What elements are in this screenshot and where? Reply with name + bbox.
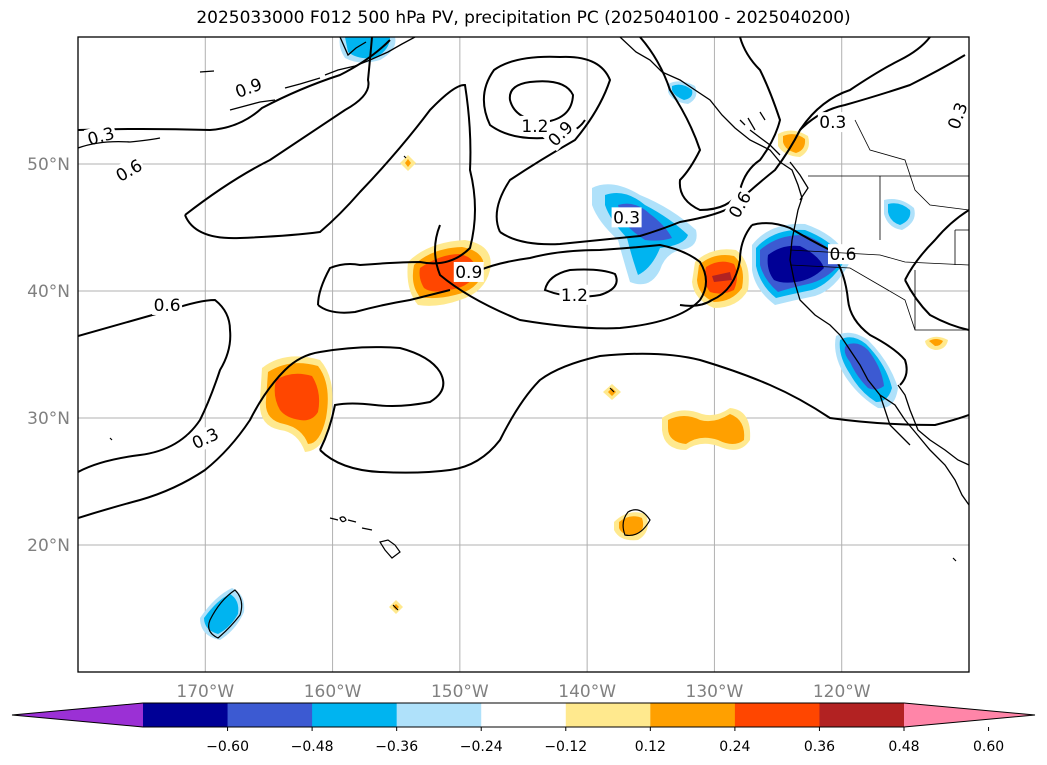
colorbar-extend-high — [904, 703, 1035, 727]
map-title: 2025033000 F012 500 hPa PV, precipitatio… — [196, 8, 851, 28]
state-borders — [789, 119, 969, 331]
colorbar-segment — [227, 703, 313, 727]
colorbar-tick-label: 0.12 — [635, 739, 666, 755]
axis-tick-labels: 170°W 160°W 150°W 140°W 130°W 120°W 20°N 30°N 40… — [27, 155, 871, 702]
colorbar-segment — [819, 703, 905, 727]
colorbar-tick-label: −0.60 — [206, 739, 249, 755]
colorbar-segment — [396, 703, 482, 727]
colorbar-tick-label: 0.48 — [888, 739, 919, 755]
colorbar-segment — [143, 703, 229, 727]
colorbar-tick-label: −0.36 — [375, 739, 418, 755]
colorbar-tick-label: −0.24 — [460, 739, 503, 755]
contour-label-background — [110, 154, 147, 187]
islands — [109, 155, 957, 639]
contour-label: 0.3 — [86, 124, 117, 150]
contour-labels: 0.30.60.91.20.90.3 0.60.3 0.30.60.91.20.60… — [83, 73, 973, 454]
contour-label-background — [559, 284, 590, 305]
contour-label: 0.6 — [725, 188, 756, 221]
contour-label: 0.6 — [154, 296, 181, 316]
contour-label-background — [152, 294, 183, 315]
latitude-tick-label: 20°N — [27, 536, 70, 556]
colorbar-tick-label: −0.48 — [291, 739, 334, 755]
colorbar-tick-label: 0.24 — [719, 739, 750, 755]
colorbar-tick-label: −0.12 — [544, 739, 587, 755]
colorbar-tick-label: 0.60 — [973, 739, 1004, 755]
map-gridlines — [78, 37, 969, 672]
contour-label-background — [611, 207, 642, 228]
contour-label: 0.6 — [829, 245, 856, 265]
contour-label-background — [453, 261, 484, 282]
longitude-tick-label: 150°W — [431, 682, 489, 702]
colorbar-extend-low — [12, 703, 143, 727]
colorbar-outline — [11, 702, 1036, 728]
colorbar-segment — [565, 703, 651, 727]
longitude-tick-label: 170°W — [176, 682, 234, 702]
contour-label: 1.2 — [561, 286, 588, 306]
colorbar-segment — [650, 703, 736, 727]
longitude-tick-label: 160°W — [304, 682, 362, 702]
colorbar-segment — [312, 703, 398, 727]
contour-label: 1.2 — [521, 117, 548, 137]
colorbar-tick-label: 0.36 — [804, 739, 835, 755]
contour-label: 0.3 — [819, 113, 846, 133]
contour-label-background — [827, 244, 858, 265]
colorbar-segment — [481, 703, 567, 727]
longitude-tick-label: 120°W — [813, 682, 871, 702]
latitude-tick-label: 40°N — [27, 282, 70, 302]
contour-label-background — [542, 115, 579, 152]
map-frame — [77, 36, 970, 673]
contour-label: 0.3 — [613, 208, 640, 228]
contour-label-background — [231, 73, 267, 103]
colorbar: −0.60 −0.48 −0.36 −0.24 −0.12 0.12 0.24 0.36 0.4… — [11, 702, 1036, 755]
colorbar-segment — [734, 703, 820, 727]
longitude-tick-label: 140°W — [558, 682, 616, 702]
contour-label-background — [187, 422, 224, 454]
longitude-tick-label: 130°W — [686, 682, 744, 702]
contour-label-background — [943, 98, 973, 134]
contour-label-background — [723, 186, 757, 223]
contour-label-background — [817, 112, 848, 133]
contour-label-background — [83, 122, 118, 150]
contour-label-background — [519, 115, 550, 136]
latitude-tick-label: 30°N — [27, 409, 70, 429]
contour-label: 0.9 — [455, 263, 482, 283]
contour-label: 0.6 — [113, 156, 146, 187]
latitude-tick-label: 50°N — [27, 155, 70, 175]
